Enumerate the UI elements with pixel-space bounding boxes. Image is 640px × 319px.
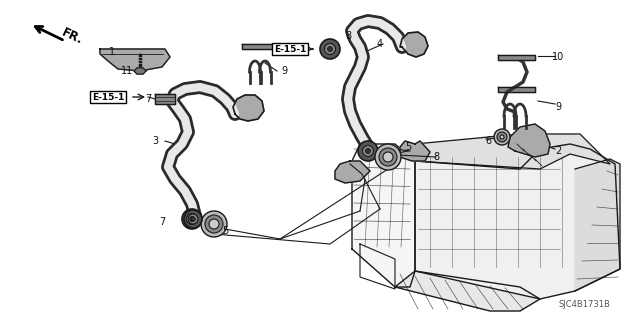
Circle shape bbox=[320, 39, 340, 59]
Text: SJC4B1731B: SJC4B1731B bbox=[558, 300, 610, 309]
Text: 8: 8 bbox=[433, 152, 439, 162]
Text: 1: 1 bbox=[109, 47, 115, 57]
Circle shape bbox=[358, 141, 378, 161]
Circle shape bbox=[500, 135, 504, 139]
Circle shape bbox=[182, 209, 202, 229]
Text: 6: 6 bbox=[485, 136, 491, 146]
Circle shape bbox=[328, 47, 333, 51]
Polygon shape bbox=[242, 44, 280, 49]
Polygon shape bbox=[400, 141, 430, 161]
Circle shape bbox=[494, 129, 510, 145]
Polygon shape bbox=[415, 144, 620, 299]
Polygon shape bbox=[233, 95, 264, 121]
Text: 3: 3 bbox=[152, 136, 158, 146]
Text: 10: 10 bbox=[552, 52, 564, 62]
Text: 7: 7 bbox=[159, 217, 165, 227]
Text: 8: 8 bbox=[345, 31, 351, 41]
Circle shape bbox=[362, 145, 374, 157]
Text: 9: 9 bbox=[281, 66, 287, 76]
Circle shape bbox=[365, 149, 371, 153]
Circle shape bbox=[188, 214, 198, 224]
Text: E-15-1: E-15-1 bbox=[92, 93, 124, 101]
Circle shape bbox=[191, 217, 195, 221]
Polygon shape bbox=[395, 271, 540, 311]
Circle shape bbox=[205, 215, 223, 233]
Text: 4: 4 bbox=[377, 39, 383, 49]
Polygon shape bbox=[335, 161, 370, 183]
Polygon shape bbox=[498, 87, 535, 92]
Polygon shape bbox=[508, 124, 550, 157]
Text: E-15-1: E-15-1 bbox=[274, 44, 306, 54]
Circle shape bbox=[189, 217, 195, 221]
Polygon shape bbox=[100, 49, 170, 71]
Circle shape bbox=[375, 144, 401, 170]
Polygon shape bbox=[352, 144, 415, 287]
Polygon shape bbox=[575, 159, 620, 291]
Text: 11: 11 bbox=[121, 66, 133, 76]
Text: FR.: FR. bbox=[60, 26, 85, 47]
Polygon shape bbox=[400, 32, 428, 57]
Text: 2: 2 bbox=[555, 146, 561, 156]
Circle shape bbox=[209, 219, 219, 229]
Circle shape bbox=[186, 213, 198, 225]
Circle shape bbox=[383, 152, 393, 162]
Polygon shape bbox=[134, 68, 146, 74]
Text: 7: 7 bbox=[145, 94, 151, 104]
Polygon shape bbox=[415, 134, 610, 169]
Polygon shape bbox=[498, 55, 535, 60]
Polygon shape bbox=[155, 94, 175, 104]
Circle shape bbox=[497, 132, 507, 142]
Circle shape bbox=[201, 211, 227, 237]
Text: 5: 5 bbox=[405, 142, 411, 152]
Text: 5: 5 bbox=[222, 226, 228, 236]
Text: 9: 9 bbox=[555, 102, 561, 112]
Circle shape bbox=[324, 43, 335, 55]
Circle shape bbox=[184, 210, 202, 228]
Circle shape bbox=[379, 148, 397, 166]
